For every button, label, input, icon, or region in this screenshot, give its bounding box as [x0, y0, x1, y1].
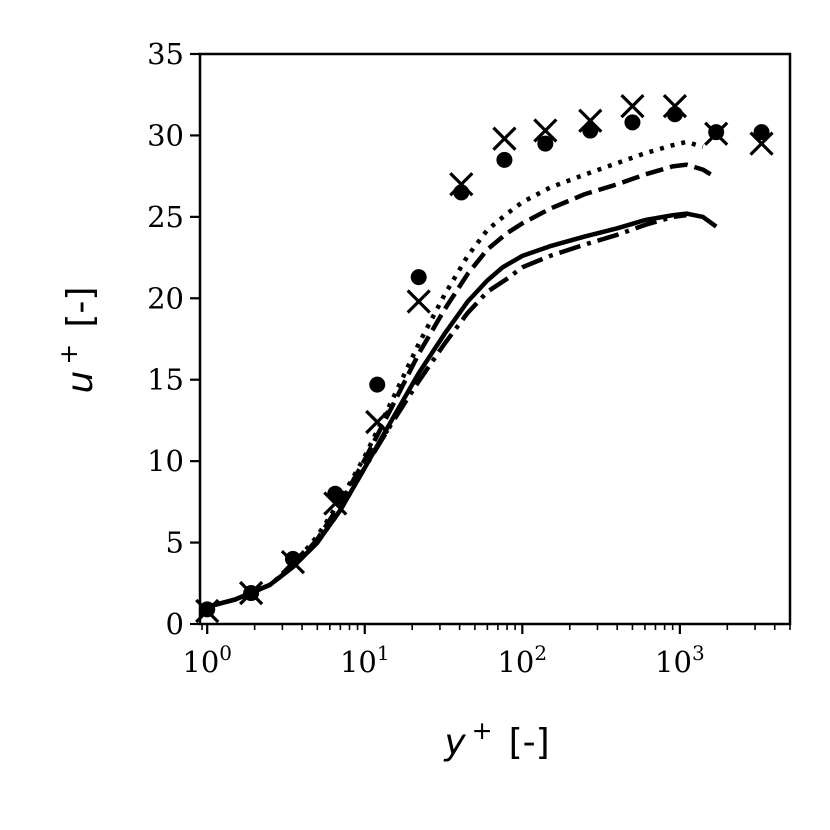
marker-series-x — [195, 93, 774, 624]
circle-marker — [753, 124, 770, 141]
x-axis-sup: + — [472, 716, 493, 745]
x-marker — [704, 121, 729, 146]
series-lines — [203, 139, 718, 610]
x-tick-label: 102 — [497, 641, 547, 679]
x-tick-label: 100 — [182, 641, 232, 679]
x-axis-title: y + [-] — [443, 716, 549, 763]
circle-marker — [537, 135, 554, 152]
series-markers — [195, 93, 774, 624]
x-marker — [662, 93, 688, 119]
y-tick-label: 20 — [147, 281, 184, 315]
series-line-dashed — [203, 162, 718, 610]
x-tick-label: 101 — [340, 641, 390, 679]
y-tick-label: 25 — [147, 200, 184, 234]
x-marker — [406, 289, 431, 314]
x-marker — [749, 131, 774, 156]
y-axis-sup: + — [54, 344, 83, 365]
x-marker — [578, 108, 603, 133]
y-tick-label: 35 — [147, 37, 184, 71]
series-line-dotted — [203, 139, 704, 610]
x-marker — [280, 549, 306, 575]
x-axis-var: y — [443, 722, 466, 763]
plot-frame — [198, 52, 792, 626]
series-line-dashdot — [203, 212, 687, 610]
series-line-solid — [203, 211, 718, 610]
x-marker — [620, 93, 645, 119]
x-marker — [533, 118, 558, 143]
circle-marker — [369, 376, 386, 393]
x-tick-label: 103 — [655, 641, 705, 679]
axis-ticks: 0 5 10 15 20 25 30 35 100 101 102 103 — [147, 37, 791, 679]
circle-marker — [284, 550, 301, 567]
y-axis-unit: [-] — [60, 287, 101, 328]
y-tick-label: 15 — [147, 363, 184, 397]
x-marker — [492, 126, 517, 151]
y-tick-label: 30 — [147, 118, 184, 152]
circle-marker — [624, 114, 641, 131]
y-tick-label: 0 — [166, 607, 184, 641]
x-marker — [365, 409, 390, 435]
y-tick-label: 5 — [166, 526, 184, 560]
x-axis-unit: [-] — [509, 722, 550, 763]
circle-marker — [453, 184, 470, 201]
y-axis-var: u — [60, 371, 101, 394]
y-tick-label: 10 — [147, 444, 184, 478]
y-axis-title: u + [-] — [54, 287, 101, 394]
x-marker — [323, 491, 348, 516]
circle-marker — [410, 269, 427, 286]
circle-marker — [666, 106, 683, 123]
marker-series-circle — [199, 106, 770, 618]
x-marker — [449, 172, 474, 197]
circle-marker — [496, 151, 513, 168]
x-marker — [238, 580, 264, 606]
